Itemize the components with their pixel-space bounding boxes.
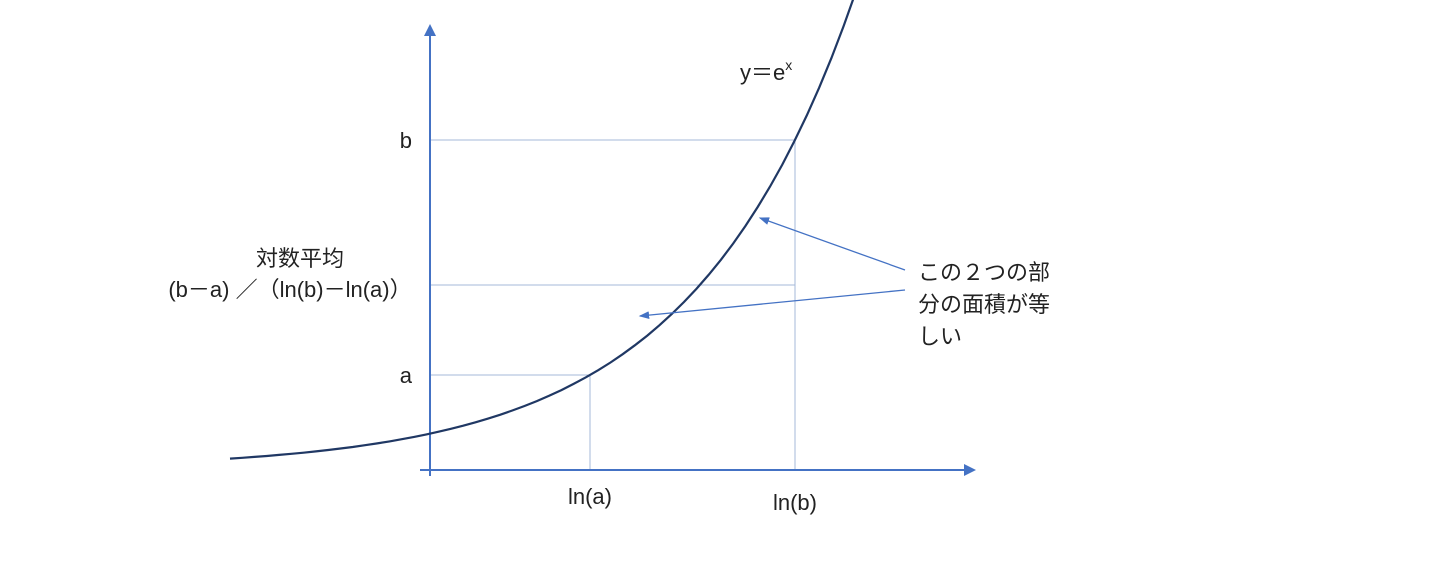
annotation-arrow-1 xyxy=(760,218,905,270)
chart-svg: b a ln(a) ln(b) y＝ex 対数平均 (b－a) ／（ln(b)－… xyxy=(0,0,1430,567)
y-tick-label-a: a xyxy=(400,363,413,388)
equal-area-label-line3: しい xyxy=(918,324,962,349)
equal-area-label-line1: この２つの部 xyxy=(918,260,1050,285)
annotation-arrow-2 xyxy=(640,290,905,316)
x-tick-label-lnb: ln(b) xyxy=(773,490,817,515)
curve-exponential xyxy=(230,0,966,459)
curve-label: y＝ex xyxy=(740,57,792,85)
logmean-label-line1: 対数平均 xyxy=(256,246,344,271)
x-tick-label-lna: ln(a) xyxy=(568,484,612,509)
equal-area-label-line2: 分の面積が等 xyxy=(918,292,1050,317)
logmean-label-line2: (b－a) ／（ln(b)－ln(a)） xyxy=(168,277,411,302)
y-tick-label-b: b xyxy=(400,128,412,153)
